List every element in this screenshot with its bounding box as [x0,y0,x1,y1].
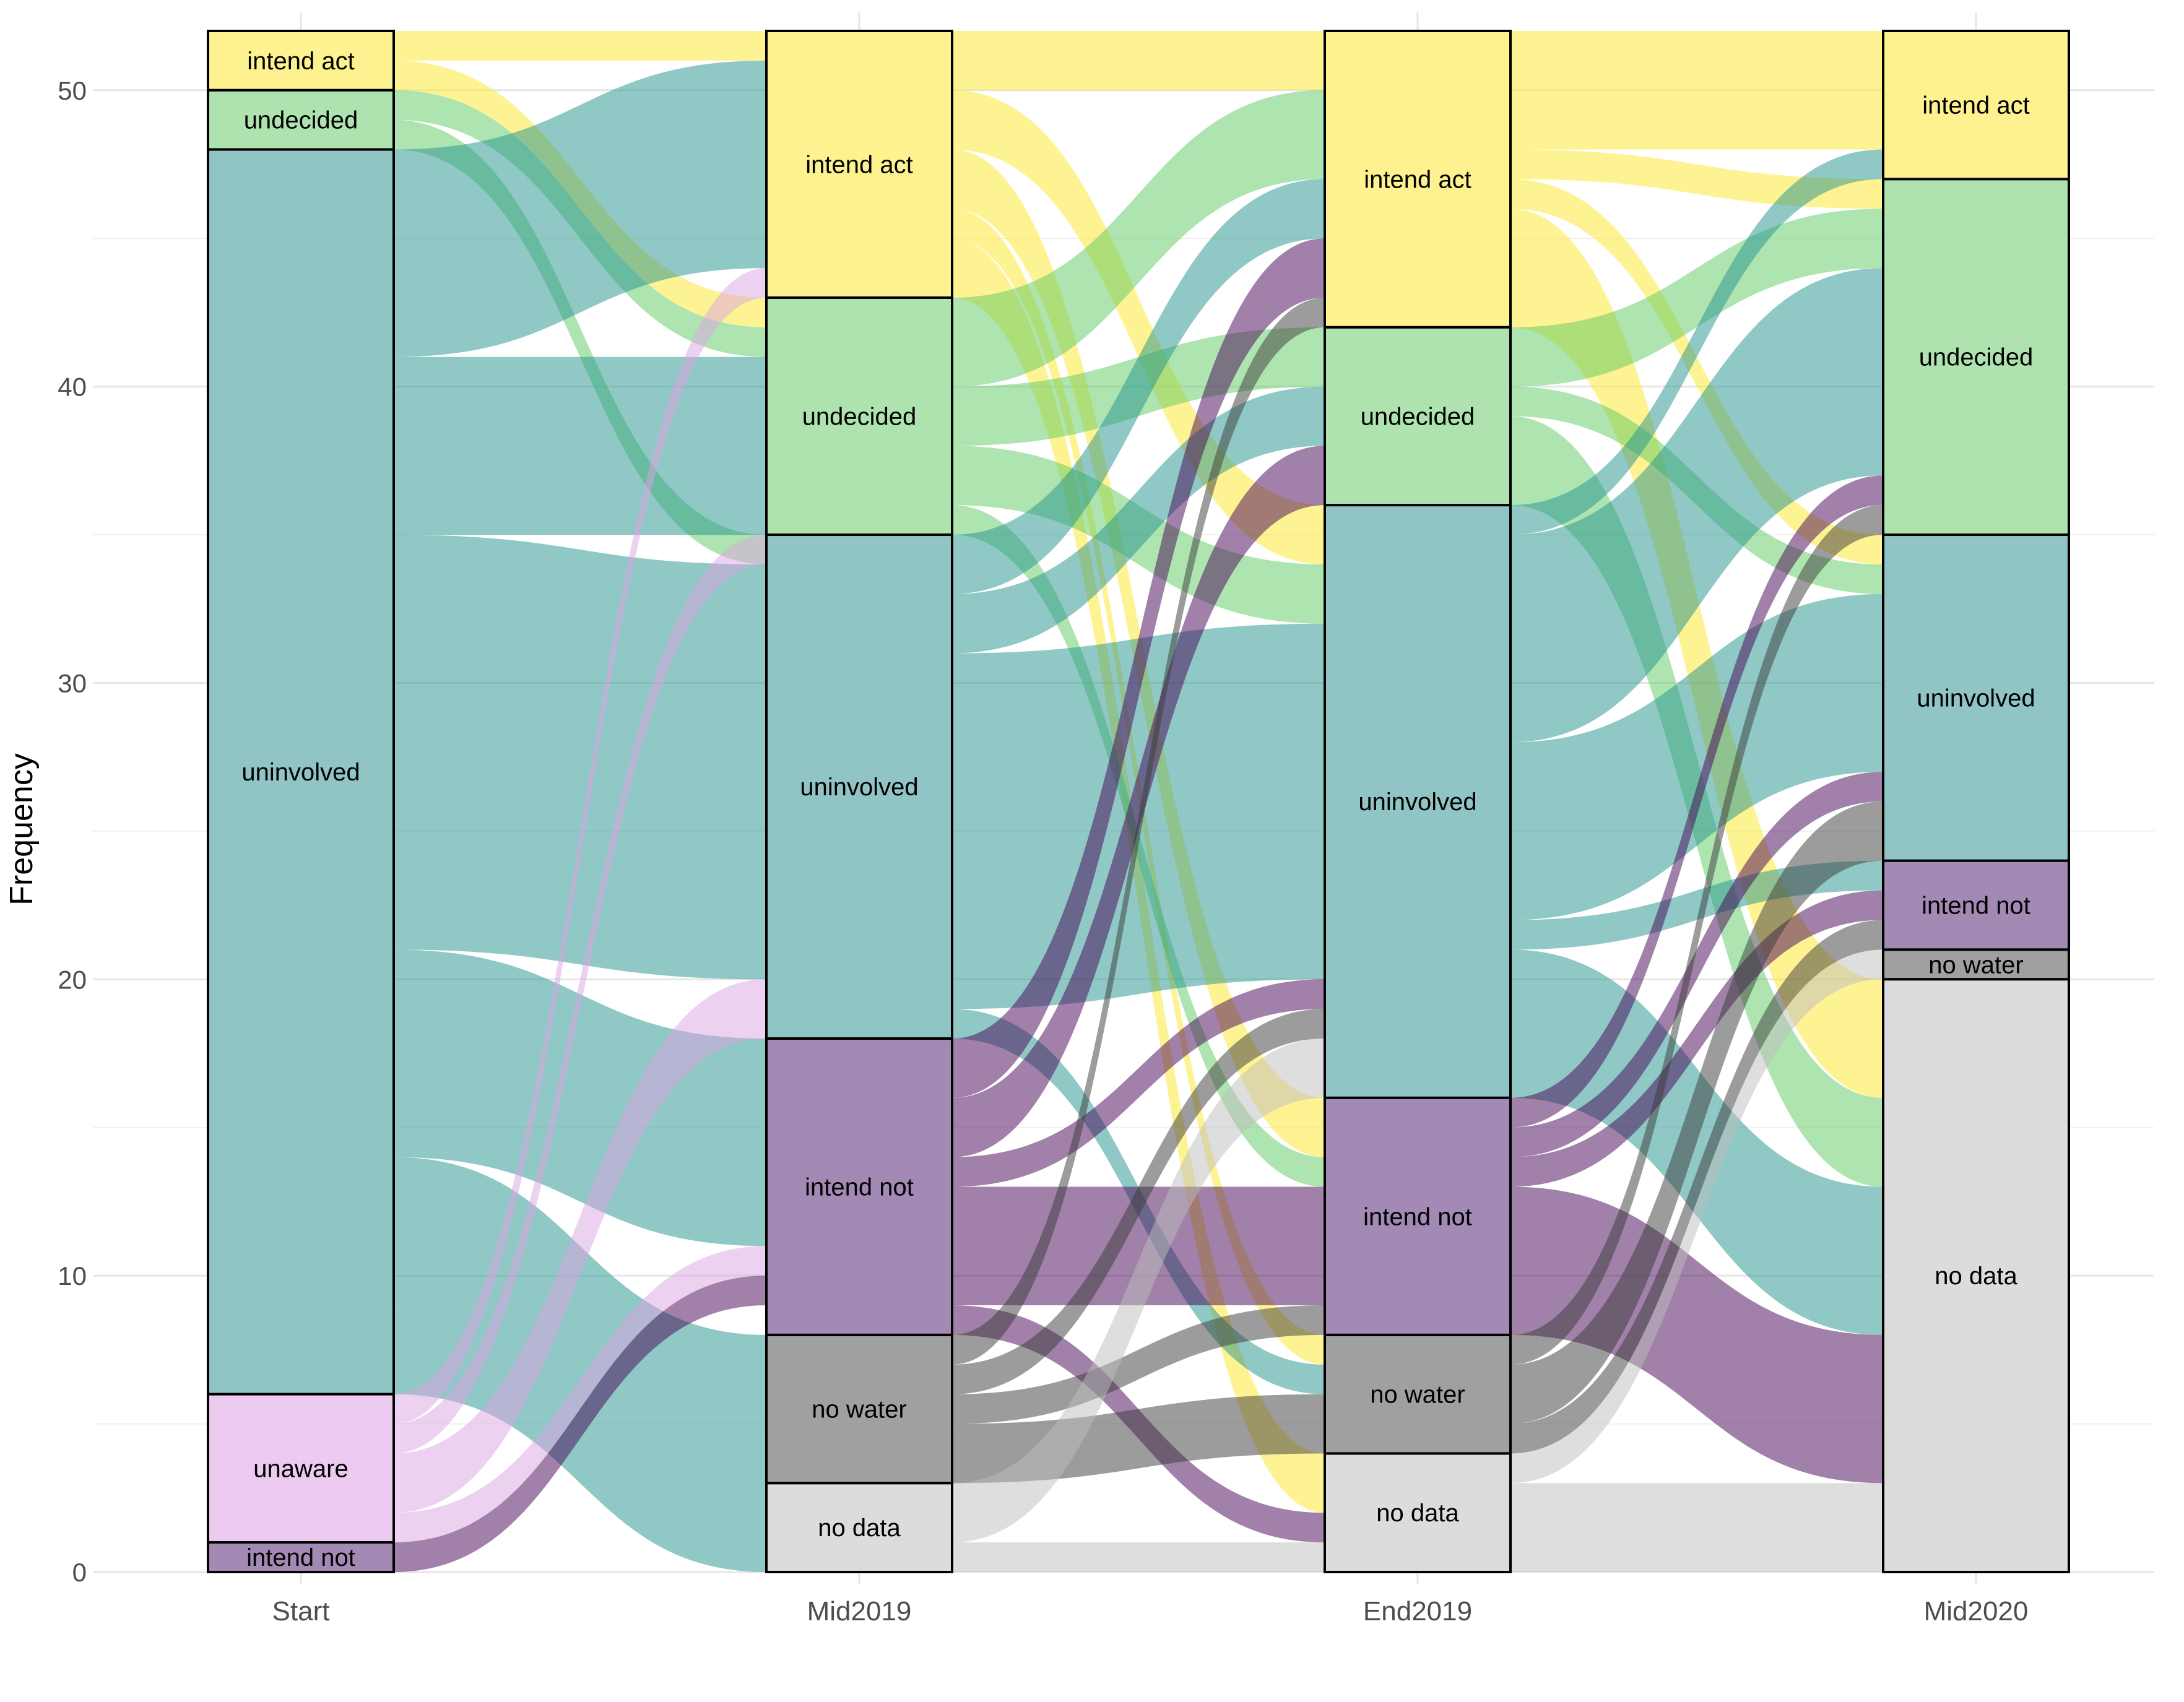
stratum-end2019-uninvolved [1324,504,1512,1099]
flow-start-uninvolved-to-uninvolved [394,535,766,980]
y-tick-label: 10 [58,1261,87,1290]
flow-end2019-no-water-to-uninvolved [1510,801,1883,1424]
flow-end2019-intend-not-to-uninvolved [1510,772,1883,1157]
flow-mid2019-intend-not-to-intend-not [952,1186,1325,1306]
flow-end2019-uninvolved-to-undecided [1510,268,1883,743]
stratum-mid2020-no-water [1882,948,2070,981]
y-tick-label: 40 [58,373,87,402]
flow-end2019-no-data-to-no-water [1510,949,1883,1484]
stratum-start-intend-act [207,30,395,92]
stratum-label-mid2020-intend-act: intend act [1922,92,2029,119]
stratum-label-mid2020-uninvolved: uninvolved [1917,685,2035,712]
stratum-mid2020-intend-not [1882,859,2070,951]
stratum-label-mid2020-intend-not: intend not [1922,892,2030,920]
stratum-label-end2019-no-data: no data [1376,1500,1459,1527]
flow-mid2019-undecided-to-intend-act [952,90,1325,387]
stratum-label-mid2019-no-water: no water [812,1396,906,1423]
stratum-label-end2019-uninvolved: uninvolved [1358,788,1476,816]
flow-mid2019-uninvolved-to-intend-act [952,179,1325,594]
stratum-mid2020-no-data [1882,978,2070,1574]
stratum-mid2019-uninvolved [765,533,953,1040]
stratum-start-uninvolved [207,148,395,1396]
flow-end2019-no-data-to-no-data [1510,1483,1883,1572]
stratum-start-undecided [207,89,395,151]
flow-start-unaware-to-intend-act [394,268,766,1424]
stratum-mid2020-intend-act [1882,30,2070,181]
stratum-mid2019-intend-act [765,30,953,299]
flow-mid2019-no-water-to-intend-not [952,1305,1325,1424]
flow-end2019-undecided-to-undecided [1510,209,1883,387]
stratum-label-end2019-intend-not: intend not [1363,1203,1472,1230]
stratum-end2019-no-data [1324,1452,1512,1573]
flow-mid2019-intend-not-to-intend-act [952,238,1325,1098]
y-axis-title: Frequency [4,753,40,905]
stratum-label-end2019-intend-act: intend act [1364,166,1471,193]
stratum-label-mid2020-no-data: no data [1935,1263,2017,1290]
flow-end2019-intend-not-to-undecided [1510,475,1883,1128]
flow-mid2019-intend-act-to-intend-act [952,31,1325,90]
stratum-label-start-undecided: undecided [244,107,358,134]
stratum-label-mid2019-intend-act: intend act [805,151,912,178]
stratum-start-intend-not [207,1541,395,1574]
axis-layer: 0 10 20 30 40 50 Start Mid2019 End2019 Mid2020 [58,76,2028,1626]
flow-end2019-intend-not-to-intend-not [1510,890,1883,1187]
flow-mid2019-no-data-to-no-data [952,1542,1325,1572]
y-tick-label: 30 [58,668,87,698]
stratum-mid2019-no-data [765,1482,953,1574]
stratum-label-mid2020-undecided: undecided [1919,344,2034,371]
flow-mid2019-intend-not-to-undecided [952,446,1325,1157]
stratum-label-mid2019-no-data: no data [818,1514,901,1542]
y-tick-label: 0 [72,1558,87,1587]
y-tick-label: 50 [58,76,87,105]
flow-end2019-intend-act-to-intend-act [1510,31,1883,150]
flow-end2019-no-water-to-intend-not [1510,920,1883,1454]
flow-end2019-uninvolved-to-uninvolved [1510,594,1883,920]
stratum-label-start-uninvolved: uninvolved [241,759,360,786]
flow-mid2019-no-data-to-uninvolved [952,1039,1325,1543]
stratum-label-mid2020-no-water: no water [1928,951,2023,978]
flow-layer [394,31,1883,1572]
stratum-label-mid2019-undecided: undecided [802,404,917,431]
stratum-label-end2019-no-water: no water [1370,1381,1465,1409]
stratum-label-start-unaware: unaware [253,1455,348,1482]
x-tick-label-mid2020: Mid2020 [1924,1596,2029,1626]
stratum-label-start-intend-act: intend act [247,48,354,75]
flow-start-uninvolved-to-no-water [394,1157,766,1484]
flow-end2019-uninvolved-to-intend-act [1510,149,1883,535]
flow-start-unaware-to-uninvolved [394,979,766,1513]
flow-mid2019-intend-not-to-uninvolved [952,979,1325,1187]
stratum-layer: intend act undecided uninvolved unaware inte… [207,30,2070,1574]
stratum-label-mid2019-intend-not: intend not [805,1174,914,1201]
flow-end2019-no-water-to-undecided [1510,505,1883,1365]
flow-mid2019-uninvolved-to-undecided [952,386,1325,654]
stratum-end2019-undecided [1324,326,1512,507]
flow-end2019-intend-act-to-uninvolved [1510,179,1883,564]
stratum-mid2019-intend-not [765,1037,953,1336]
flow-start-intend-act-to-intend-act [394,31,766,61]
y-tick-label: 20 [58,965,87,994]
flow-start-intend-not-to-intend-not [394,1276,766,1572]
flow-end2019-intend-act-to-no-data [1510,209,1883,1098]
x-tick-label-mid2019: Mid2019 [807,1596,912,1626]
flow-start-undecided-to-uninvolved [394,119,766,564]
flow-start-uninvolved-to-intend-act [394,60,766,357]
flow-start-uninvolved-to-undecided [394,356,766,535]
flow-start-unaware-to-undecided [394,535,766,1454]
flow-start-unaware-to-intend-not [394,1246,766,1543]
x-tick-label-start: Start [272,1596,330,1626]
flow-start-uninvolved-to-intend-not [394,949,766,1246]
flow-mid2019-intend-act-to-uninvolved [952,90,1325,564]
flow-mid2019-no-water-to-uninvolved [952,1009,1325,1394]
x-tick-label-end2019: End2019 [1363,1596,1472,1626]
stratum-label-end2019-undecided: undecided [1361,404,1475,431]
flow-mid2019-no-water-to-intend-act [952,297,1325,1365]
stratum-label-start-intend-not: intend not [246,1544,355,1571]
stratum-label-mid2019-uninvolved: uninvolved [800,774,918,801]
